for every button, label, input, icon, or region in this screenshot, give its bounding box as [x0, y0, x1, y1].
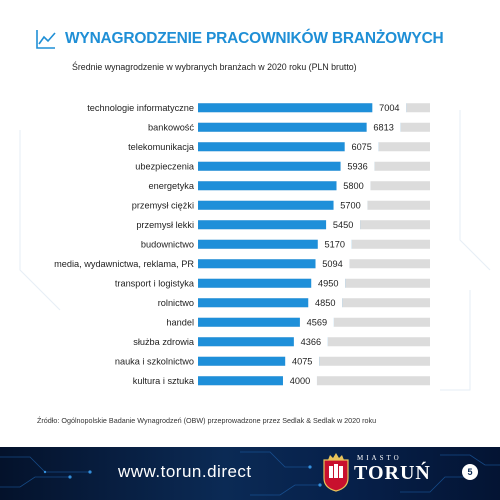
value-label: 4950 [318, 279, 338, 289]
value-label-bg [340, 159, 375, 173]
bar [198, 376, 317, 386]
value-label: 6813 [373, 123, 393, 133]
value-label-bg [336, 179, 371, 193]
footer: www.torun.direct MIASTO TORUŃ 5 [0, 447, 500, 500]
value-label: 4000 [290, 376, 310, 386]
value-label: 5450 [333, 220, 353, 230]
category-label: media, wydawnictwa, reklama, PR [54, 259, 194, 269]
value-label-bg [317, 237, 352, 251]
page-title: WYNAGRODZENIE PRACOWNIKÓW BRANŻOWYCH [65, 30, 444, 47]
category-label: telekomunikacja [128, 142, 195, 152]
page-number: 5 [462, 464, 478, 480]
value-label-bg [326, 218, 361, 232]
category-label: budownictwo [141, 239, 194, 249]
value-label: 4850 [315, 298, 335, 308]
bar [198, 181, 371, 191]
chart-subtitle: Średnie wynagrodzenie w wybranych branża… [72, 62, 357, 72]
bar [198, 259, 350, 269]
category-label: ubezpieczenia [135, 161, 195, 171]
bar [198, 317, 334, 327]
category-label: rolnictwo [158, 298, 194, 308]
website-link[interactable]: www.torun.direct [118, 462, 252, 481]
bar [198, 220, 361, 230]
category-label: energetyka [149, 181, 195, 191]
background-decoration [19, 110, 491, 391]
source-note: Źródło: Ogólnopolskie Badanie Wynagrodze… [37, 416, 377, 425]
value-label-bg [282, 374, 317, 388]
value-label-bg [333, 198, 368, 212]
category-label: służba zdrowia [133, 337, 195, 347]
category-label: handel [166, 317, 194, 327]
bar [198, 142, 379, 152]
value-label-bg [299, 315, 334, 329]
bar [198, 161, 375, 171]
value-label: 4366 [301, 337, 321, 347]
city-label-small: MIASTO [357, 454, 402, 462]
value-label: 4569 [307, 318, 327, 328]
value-label-bg [315, 257, 350, 271]
category-label: bankowość [148, 122, 194, 132]
value-label: 7004 [379, 103, 399, 113]
value-label-bg [293, 335, 328, 349]
bar [198, 200, 368, 210]
category-label: nauka i szkolnictwo [115, 356, 194, 366]
value-label-bg [311, 276, 346, 290]
header: WYNAGRODZENIE PRACOWNIKÓW BRANŻOWYCH [35, 26, 444, 52]
value-label: 5094 [322, 259, 342, 269]
value-label-bg [372, 101, 407, 115]
value-label-bg [308, 296, 343, 310]
category-label: przemysł lekki [136, 220, 194, 230]
category-label: kultura i sztuka [133, 376, 195, 386]
value-label: 5936 [347, 162, 367, 172]
bar [198, 122, 401, 132]
value-label-bg [366, 120, 401, 134]
city-label: TORUŃ [354, 462, 431, 484]
bar [198, 298, 343, 308]
bar [198, 103, 407, 113]
value-label: 5700 [340, 201, 360, 211]
value-label: 5800 [343, 181, 363, 191]
bar [198, 239, 352, 249]
value-label-bg [344, 140, 379, 154]
category-label: technologie informatyczne [87, 103, 194, 113]
category-label: przemysł ciężki [132, 200, 194, 210]
value-label: 6075 [351, 142, 371, 152]
value-label-bg [285, 354, 320, 368]
value-label: 4075 [292, 357, 312, 367]
bar [198, 278, 346, 288]
line-chart-icon [36, 30, 56, 49]
bar [198, 356, 320, 366]
bar [198, 337, 328, 347]
coat-of-arms-logo [323, 453, 349, 492]
category-label: transport i logistyka [115, 278, 195, 288]
value-label: 5170 [325, 240, 345, 250]
bar-chart: technologie informatyczne 7004 bankowość 68… [19, 101, 491, 391]
